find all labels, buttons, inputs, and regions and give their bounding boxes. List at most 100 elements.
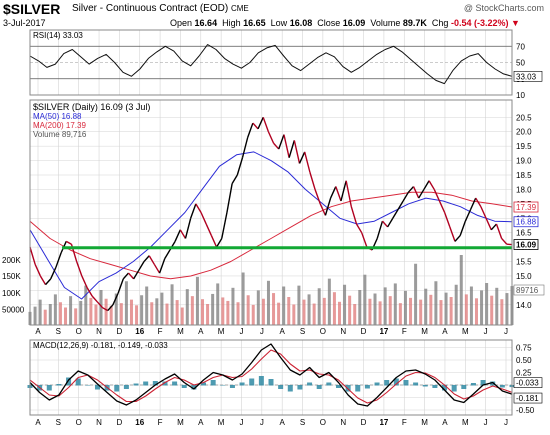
macd-histogram-bar [46,385,52,391]
price-segment [350,206,358,225]
volume-bar [383,287,387,325]
price-panel-frame [29,99,513,326]
macd-x-tick-label: M [421,418,428,427]
price-x-tick-label: J [260,327,264,336]
price-segment [133,269,140,280]
price-segment [340,180,347,202]
price-segment [355,223,363,234]
rsi-panel-frame [29,29,513,96]
macd-x-tick-label: A [280,418,286,427]
price-segment [205,223,213,236]
volume-bar [48,304,52,325]
volume-bar [58,302,62,325]
macd-y-tick-label: 0.75 [516,344,532,353]
volume-bar [135,305,139,325]
volume-bar [145,286,149,325]
macd-histogram-bar [384,380,390,386]
volume-bar [160,292,164,325]
price-segment [184,218,192,239]
macd-histogram-bar [239,382,245,386]
macd-histogram-bar [181,385,187,388]
macd-histogram-bar [94,385,100,390]
price-segment [469,197,477,210]
rsi-y-tick-label: 10 [516,91,525,100]
macd-histogram-bar [172,381,178,386]
macd-histogram-bar [393,378,399,386]
volume-bar [337,301,341,325]
price-legend-title: $SILVER (Daily) 16.09 (3 Jul) [33,102,150,112]
price-value-box [513,201,539,213]
quote-date: 3-Jul-2017 [3,18,46,28]
rsi-legend: RSI(14) 33.03 [33,31,83,40]
price-segment [314,189,321,205]
volume-bar [480,290,484,325]
volume-bar [343,284,347,325]
macd-histogram-bar [442,385,448,391]
macd-histogram-bar [287,385,293,392]
price-segment [392,209,399,219]
volume-bar [459,255,463,325]
volume-bar [434,281,438,325]
price-x-tick-label: S [56,327,61,336]
price-y-tick-label: 18.5 [516,171,532,180]
volume-y-tick-label: 150K [2,272,21,281]
macd-histogram-bar [162,381,168,386]
macd-histogram-bar [143,381,149,386]
price-segment [39,275,47,285]
macd-histogram-bar [345,385,351,392]
macd-histogram-bar [335,385,341,388]
price-y-tick-label: 20.5 [516,113,532,122]
macd-value-label: -0.033 [516,379,539,388]
volume-bar [38,299,42,325]
price-x-tick-label: N [340,327,346,336]
macd-histogram-bar [316,385,322,389]
volume-bar [464,294,468,325]
volume-bar [272,293,276,325]
macd-histogram-bar [85,385,91,386]
volume-label: Volume [370,18,401,28]
macd-histogram-bar [307,382,313,386]
price-segment [257,117,264,130]
volume-bar [201,299,205,325]
macd-histogram-bar [268,379,274,386]
volume-bar [398,303,402,325]
price-x-tick-label: M [462,327,469,336]
price-segment [293,140,301,164]
macd-histogram-bar [451,385,457,392]
macd-histogram-bar [278,385,284,389]
volume-bar [190,296,194,325]
macd-x-tick-label: 17 [379,418,388,427]
open-value: 16.64 [194,18,218,28]
volume-bar [358,290,362,325]
macd-value-box [513,392,543,404]
price-y-tick-label: 20.0 [516,128,532,137]
volume-bar [216,283,220,325]
price-x-tick-label: A [35,327,41,336]
price-segment [174,229,181,242]
volume-bar [302,299,306,325]
price-segment [485,217,492,231]
price-x-tick-label: M [421,327,428,336]
volume-bar [454,284,458,325]
price-segment [91,295,98,303]
price-x-tick-label: A [198,327,204,336]
volume-bar [150,302,154,325]
macd-histogram-bar [499,385,505,388]
volume-bar [419,299,423,325]
volume-bar [403,290,407,325]
volume-bar [307,294,311,325]
volume-bar [251,304,255,325]
macd-histogram-bar [56,384,62,386]
macd-x-tick-label: S [56,418,61,427]
volume-bar [74,308,78,325]
macd-x-tick-label: O [320,418,326,427]
volume-current-value: 89716 [516,286,539,295]
price-x-tick-label: J [484,327,488,336]
volume-bar [185,289,189,325]
volume-bar [292,304,296,325]
macd-line [29,343,513,407]
macd-x-tick-label: F [158,418,163,427]
down-arrow-icon: ▼ [511,18,520,28]
price-x-tick-label: 16 [135,327,144,336]
volume-bar [317,288,321,325]
